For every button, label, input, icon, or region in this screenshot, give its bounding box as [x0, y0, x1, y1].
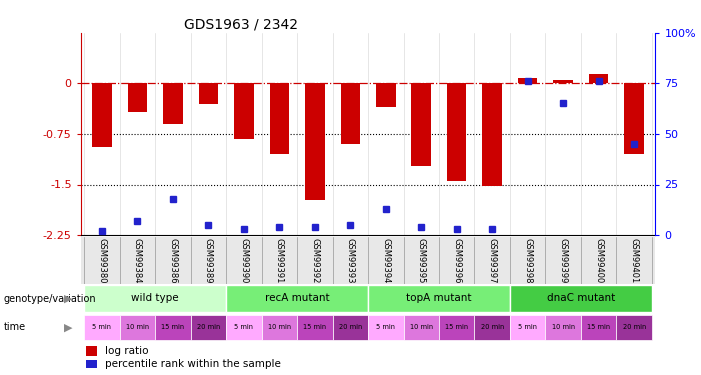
Bar [332, 315, 368, 340]
Bar [270, 83, 289, 154]
Bar [411, 83, 431, 166]
Text: recA mutant: recA mutant [265, 293, 329, 303]
Bar [447, 83, 466, 181]
Text: topA mutant: topA mutant [407, 293, 472, 303]
Text: 20 min: 20 min [197, 324, 220, 330]
Text: log ratio: log ratio [104, 346, 148, 356]
Text: 10 min: 10 min [125, 324, 149, 330]
Bar [128, 83, 147, 112]
Bar [86, 346, 97, 356]
Text: 5 min: 5 min [376, 324, 395, 330]
Text: GDS1963 / 2342: GDS1963 / 2342 [184, 18, 298, 32]
Bar [616, 315, 652, 340]
Text: GSM99397: GSM99397 [488, 238, 497, 284]
Text: GSM99384: GSM99384 [133, 238, 142, 284]
Text: GSM99392: GSM99392 [311, 238, 319, 284]
Text: 10 min: 10 min [552, 324, 575, 330]
Bar [368, 315, 404, 340]
Text: 10 min: 10 min [268, 324, 291, 330]
Bar [510, 315, 545, 340]
Bar [581, 315, 616, 340]
Text: ▶: ▶ [64, 294, 72, 303]
Text: GSM99390: GSM99390 [239, 238, 248, 284]
Text: GSM99380: GSM99380 [97, 238, 107, 284]
Text: GSM99394: GSM99394 [381, 238, 390, 284]
Text: 20 min: 20 min [339, 324, 362, 330]
Text: 5 min: 5 min [518, 324, 537, 330]
Bar [86, 360, 97, 368]
Text: percentile rank within the sample: percentile rank within the sample [104, 358, 280, 369]
Bar [439, 315, 475, 340]
Bar [234, 83, 254, 139]
Text: GSM99398: GSM99398 [523, 238, 532, 284]
Text: 15 min: 15 min [445, 324, 468, 330]
Bar [545, 315, 581, 340]
Bar [191, 315, 226, 340]
Text: GSM99399: GSM99399 [559, 238, 568, 284]
Bar [84, 315, 120, 340]
Text: GSM99401: GSM99401 [629, 238, 639, 284]
Text: time: time [4, 322, 26, 332]
Bar [341, 83, 360, 144]
Bar [625, 83, 644, 154]
Text: 5 min: 5 min [93, 324, 111, 330]
Text: 15 min: 15 min [587, 324, 611, 330]
Text: GSM99400: GSM99400 [594, 238, 603, 284]
Bar [163, 83, 183, 124]
Text: 15 min: 15 min [304, 324, 327, 330]
Bar [120, 315, 155, 340]
Bar [404, 315, 439, 340]
Bar [226, 315, 261, 340]
Bar [589, 75, 608, 83]
Bar [368, 285, 510, 312]
Bar [261, 315, 297, 340]
Bar [92, 83, 111, 147]
Text: GSM99391: GSM99391 [275, 238, 284, 284]
Bar [155, 315, 191, 340]
Bar [518, 78, 538, 83]
Text: 5 min: 5 min [234, 324, 253, 330]
Text: 20 min: 20 min [481, 324, 504, 330]
Bar [553, 80, 573, 83]
Bar [84, 285, 226, 312]
Text: wild type: wild type [131, 293, 179, 303]
Text: ▶: ▶ [64, 322, 72, 332]
Text: genotype/variation: genotype/variation [4, 294, 96, 303]
Text: GSM99386: GSM99386 [168, 238, 177, 284]
Bar [226, 285, 368, 312]
Bar [297, 315, 332, 340]
Bar [198, 83, 218, 104]
Bar [482, 83, 502, 186]
Text: 15 min: 15 min [161, 324, 184, 330]
Text: GSM99389: GSM99389 [204, 238, 213, 284]
Bar [305, 83, 325, 200]
Bar [510, 285, 652, 312]
Bar [475, 315, 510, 340]
Bar [376, 83, 395, 107]
Text: GSM99396: GSM99396 [452, 238, 461, 284]
Text: 20 min: 20 min [622, 324, 646, 330]
Text: GSM99393: GSM99393 [346, 238, 355, 284]
Text: dnaC mutant: dnaC mutant [547, 293, 615, 303]
Text: GSM99395: GSM99395 [417, 238, 426, 284]
Text: 10 min: 10 min [409, 324, 433, 330]
